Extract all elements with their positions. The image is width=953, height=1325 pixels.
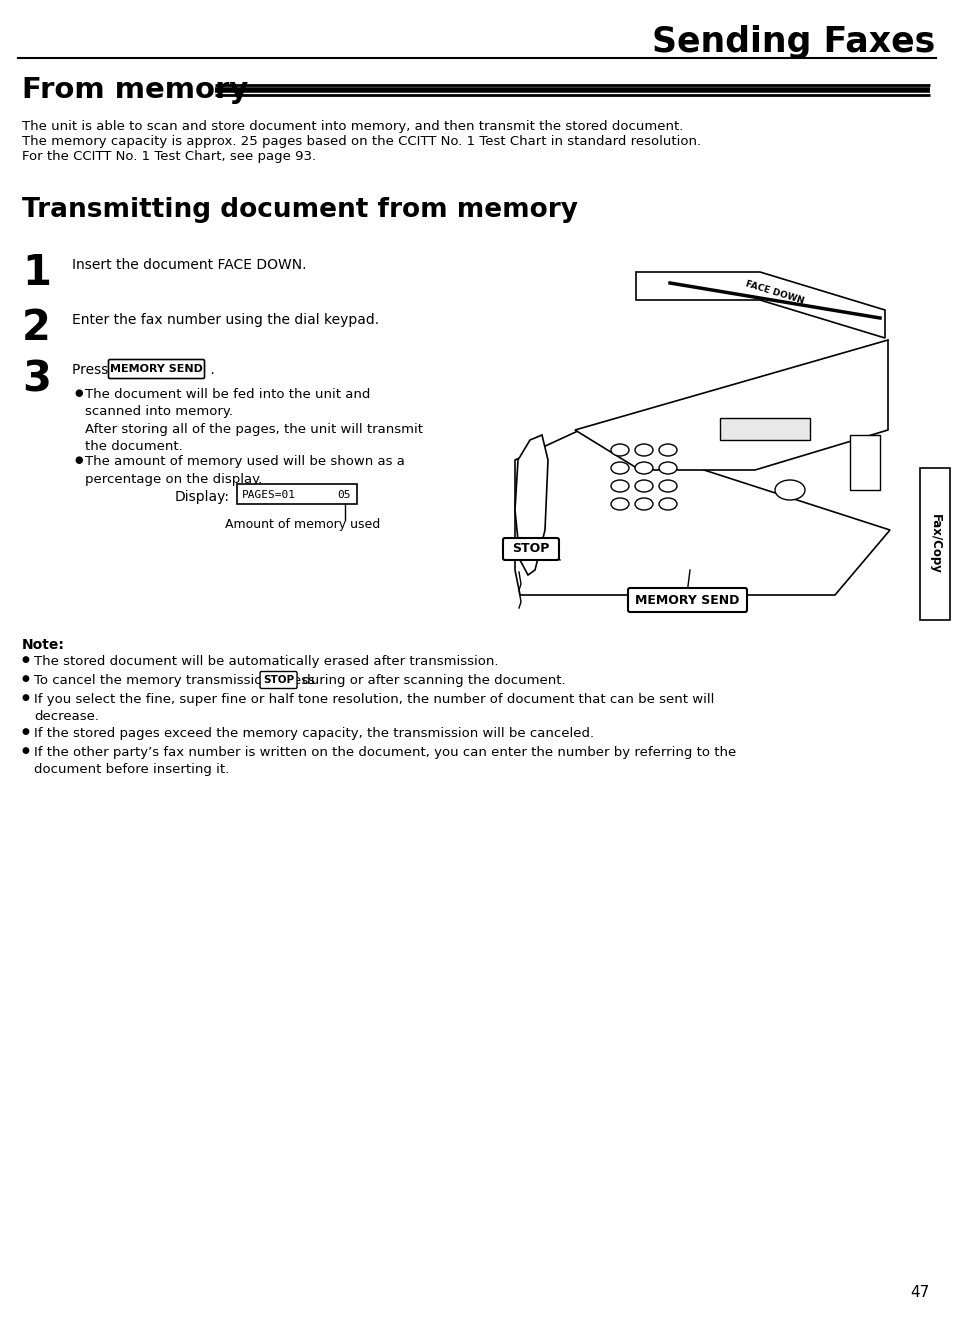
Text: ●: ● xyxy=(22,727,30,735)
Text: Transmitting document from memory: Transmitting document from memory xyxy=(22,197,578,223)
Text: 47: 47 xyxy=(910,1285,929,1300)
Ellipse shape xyxy=(610,444,628,456)
Ellipse shape xyxy=(635,480,652,492)
Ellipse shape xyxy=(635,498,652,510)
Ellipse shape xyxy=(635,444,652,456)
Text: If you select the fine, super fine or half tone resolution, the number of docume: If you select the fine, super fine or ha… xyxy=(34,693,714,723)
Text: Amount of memory used: Amount of memory used xyxy=(225,518,380,531)
Text: STOP: STOP xyxy=(512,542,549,555)
Text: Sending Faxes: Sending Faxes xyxy=(651,25,934,60)
Text: The document will be fed into the unit and
scanned into memory.
After storing al: The document will be fed into the unit a… xyxy=(85,388,422,453)
Text: Insert the document FACE DOWN.: Insert the document FACE DOWN. xyxy=(71,258,306,272)
Text: ●: ● xyxy=(74,388,82,398)
Text: .: . xyxy=(206,363,214,378)
Ellipse shape xyxy=(659,498,677,510)
Ellipse shape xyxy=(659,444,677,456)
Text: If the stored pages exceed the memory capacity, the transmission will be cancele: If the stored pages exceed the memory ca… xyxy=(34,727,594,739)
Text: Press: Press xyxy=(71,363,112,378)
Bar xyxy=(720,417,809,440)
Polygon shape xyxy=(575,341,887,470)
Text: The unit is able to scan and store document into memory, and then transmit the s: The unit is able to scan and store docum… xyxy=(22,121,682,132)
Text: The amount of memory used will be shown as a
percentage on the display.: The amount of memory used will be shown … xyxy=(85,454,404,485)
Polygon shape xyxy=(515,431,889,595)
Text: The memory capacity is approx. 25 pages based on the CCITT No. 1 Test Chart in s: The memory capacity is approx. 25 pages … xyxy=(22,135,700,148)
Text: ●: ● xyxy=(22,693,30,702)
Polygon shape xyxy=(515,435,547,575)
Text: The stored document will be automatically erased after transmission.: The stored document will be automaticall… xyxy=(34,655,498,668)
Text: 1: 1 xyxy=(22,252,51,294)
Text: Note:: Note: xyxy=(22,639,65,652)
Polygon shape xyxy=(636,272,884,338)
Text: ●: ● xyxy=(22,746,30,755)
Ellipse shape xyxy=(635,462,652,474)
Ellipse shape xyxy=(610,498,628,510)
Bar xyxy=(236,484,356,504)
Ellipse shape xyxy=(610,480,628,492)
Text: PAGES=01: PAGES=01 xyxy=(242,490,295,500)
Text: Display:: Display: xyxy=(174,490,230,504)
Text: For the CCITT No. 1 Test Chart, see page 93.: For the CCITT No. 1 Test Chart, see page… xyxy=(22,150,315,163)
Text: ●: ● xyxy=(22,674,30,682)
Text: ●: ● xyxy=(74,454,82,465)
Text: 3: 3 xyxy=(22,358,51,400)
Text: ●: ● xyxy=(22,655,30,664)
Ellipse shape xyxy=(774,480,804,500)
Text: Enter the fax number using the dial keypad.: Enter the fax number using the dial keyp… xyxy=(71,313,378,327)
Text: 2: 2 xyxy=(22,307,51,348)
Bar xyxy=(919,468,949,620)
Ellipse shape xyxy=(659,480,677,492)
Text: STOP: STOP xyxy=(263,674,294,685)
Text: during or after scanning the document.: during or after scanning the document. xyxy=(297,674,564,686)
Text: MEMORY SEND: MEMORY SEND xyxy=(110,364,203,374)
Text: If the other party’s fax number is written on the document, you can enter the nu: If the other party’s fax number is writt… xyxy=(34,746,736,776)
Ellipse shape xyxy=(610,462,628,474)
FancyBboxPatch shape xyxy=(260,672,296,689)
Text: FACE DOWN: FACE DOWN xyxy=(744,278,804,305)
Text: To cancel the memory transmission, press: To cancel the memory transmission, press xyxy=(34,674,319,686)
FancyBboxPatch shape xyxy=(109,359,204,379)
Text: From memory: From memory xyxy=(22,76,248,103)
Text: 05: 05 xyxy=(337,490,351,500)
FancyBboxPatch shape xyxy=(502,538,558,560)
Text: MEMORY SEND: MEMORY SEND xyxy=(635,594,739,607)
Text: Fax/Copy: Fax/Copy xyxy=(927,514,941,574)
Ellipse shape xyxy=(659,462,677,474)
FancyBboxPatch shape xyxy=(627,588,746,612)
Bar xyxy=(849,435,879,490)
